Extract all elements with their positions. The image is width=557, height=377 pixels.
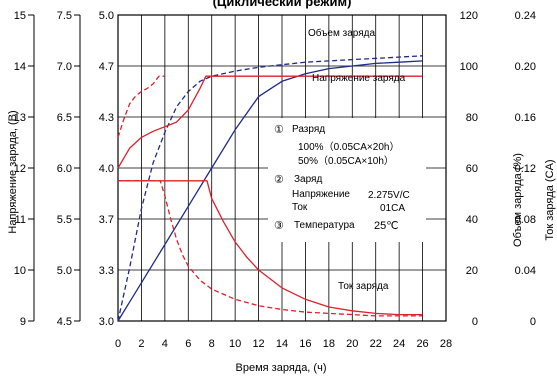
discharge-condition-100: 100%（0.05CA×20h） [298, 142, 400, 153]
curve-label-current: Ток заряда [338, 281, 389, 292]
x-tick-label: 4 [162, 338, 168, 350]
current-axis-label: Ток заряда (CA) [544, 159, 556, 240]
charge_voltage-solid-curve [117, 75, 423, 169]
x-tick-label: 14 [276, 338, 288, 350]
left-axis-battery-tick-label: 15 [14, 10, 26, 22]
test-conditions-box: ① Разряд 100%（0.05CA×20h） 50%（0.05CA×10h… [268, 118, 426, 242]
volume-axis-tick-label: 0 [472, 316, 478, 328]
x-tick-label: 24 [393, 338, 405, 350]
volume-axis-tick-label: 20 [466, 265, 478, 277]
left-axis-battery-tick-label: 10 [14, 265, 26, 277]
current-axis-tick-label: 0.08 [515, 214, 536, 226]
left-axis-cell-small-tick-label: 7.5 [57, 10, 72, 22]
x-tick-label: 20 [346, 338, 358, 350]
left-axis-cell-tick-label: 3.7 [99, 214, 114, 226]
volume-axis-tick-label: 80 [466, 112, 478, 124]
left-axis-battery-tick-label: 12 [14, 163, 26, 175]
current-axis-tick-label: 0.04 [515, 265, 536, 277]
current-axis-tick-label: 0.16 [515, 112, 536, 124]
current-axis-tick-label: 0 [530, 316, 536, 328]
discharge-number: ① [274, 124, 284, 136]
curve-label-voltage: Напряжение заряда [312, 73, 406, 84]
charge_volume-dashed-curve [117, 55, 423, 322]
temperature-number: ③ [274, 220, 284, 232]
left-axis-cell-tick-label: 4.3 [99, 112, 114, 124]
volume-axis-tick-label: 100 [460, 61, 478, 73]
charge_voltage-dashed-curve [117, 75, 165, 138]
charge-label: Заряд [294, 174, 323, 185]
charge_volume-solid-curve [117, 60, 423, 322]
curve-label-volume: Объем заряда [308, 27, 375, 39]
x-tick-label: 28 [440, 338, 452, 350]
current-axis-tick-label: 0.12 [515, 163, 536, 175]
chart-title: (Циклический режим) [213, 0, 352, 9]
x-tick-label: 8 [209, 338, 215, 350]
axes: 0 2 4 6 8 10 12 14 16 18 20 22 24 26 2891011121314154.… [14, 10, 536, 350]
x-axis-label: Время заряда, (ч) [236, 362, 327, 374]
discharge-condition-50: 50%（0.05CA×10h） [298, 156, 394, 167]
x-tick-label: 2 [138, 338, 144, 350]
volume-axis-label: Объем заряда (%) [512, 153, 524, 247]
left-axis-cell-tick-label: 5.0 [99, 10, 114, 22]
left-axis-cell-small-tick-label: 6.0 [57, 163, 72, 175]
temperature-value: 25℃ [374, 220, 399, 232]
charge-voltage-value: 2.275V/C [368, 190, 410, 201]
current-axis-tick-label: 0.20 [515, 61, 536, 73]
volume-axis-tick-label: 120 [460, 10, 478, 22]
x-tick-label: 18 [323, 338, 335, 350]
left-axis-cell-small-tick-label: 5.5 [57, 214, 72, 226]
left-axis-cell-tick-label: 4.0 [99, 163, 114, 175]
left-axis-cell-small-tick-label: 7.0 [57, 61, 72, 73]
left-axis-cell-small-tick-label: 6.5 [57, 112, 72, 124]
left-axis-cell-small-tick-label: 5.0 [57, 265, 72, 277]
charge-current-label: Ток [292, 202, 308, 213]
volume-axis-tick-label: 40 [466, 214, 478, 226]
left-axis-label: Напряжение заряда, (В) [7, 110, 19, 233]
left-axis-battery-tick-label: 9 [20, 316, 26, 328]
charge_current-solid-curve [118, 180, 423, 316]
left-axis-cell-tick-label: 4.7 [99, 61, 114, 73]
left-axis-cell-small-tick-label: 4.5 [57, 316, 72, 328]
left-axis-battery-tick-label: 11 [15, 214, 26, 226]
left-axis-cell-tick-label: 3.0 [99, 316, 114, 328]
discharge-label: Разряд [292, 124, 326, 135]
charge-number: ② [274, 174, 284, 186]
data-curves [117, 55, 423, 322]
current-axis-tick-label: 0.24 [515, 10, 536, 22]
x-tick-label: 22 [370, 338, 382, 350]
left-axis-battery-tick-label: 13 [14, 112, 26, 124]
x-tick-label: 26 [416, 338, 428, 350]
x-tick-label: 10 [229, 338, 241, 350]
charge-voltage-label: Напряжение [292, 189, 350, 200]
volume-axis-tick-label: 60 [466, 163, 478, 175]
temperature-label: Температура [294, 220, 355, 231]
x-tick-label: 12 [252, 338, 264, 350]
charge-current-value: 01CA [380, 203, 406, 214]
x-tick-label: 6 [185, 338, 191, 350]
x-tick-label: 16 [299, 338, 311, 350]
left-axis-battery-tick-label: 14 [14, 61, 26, 73]
left-axis-cell-tick-label: 3.3 [99, 265, 114, 277]
x-tick-label: 0 [115, 338, 121, 350]
charge_current-dashed-curve [118, 180, 423, 317]
